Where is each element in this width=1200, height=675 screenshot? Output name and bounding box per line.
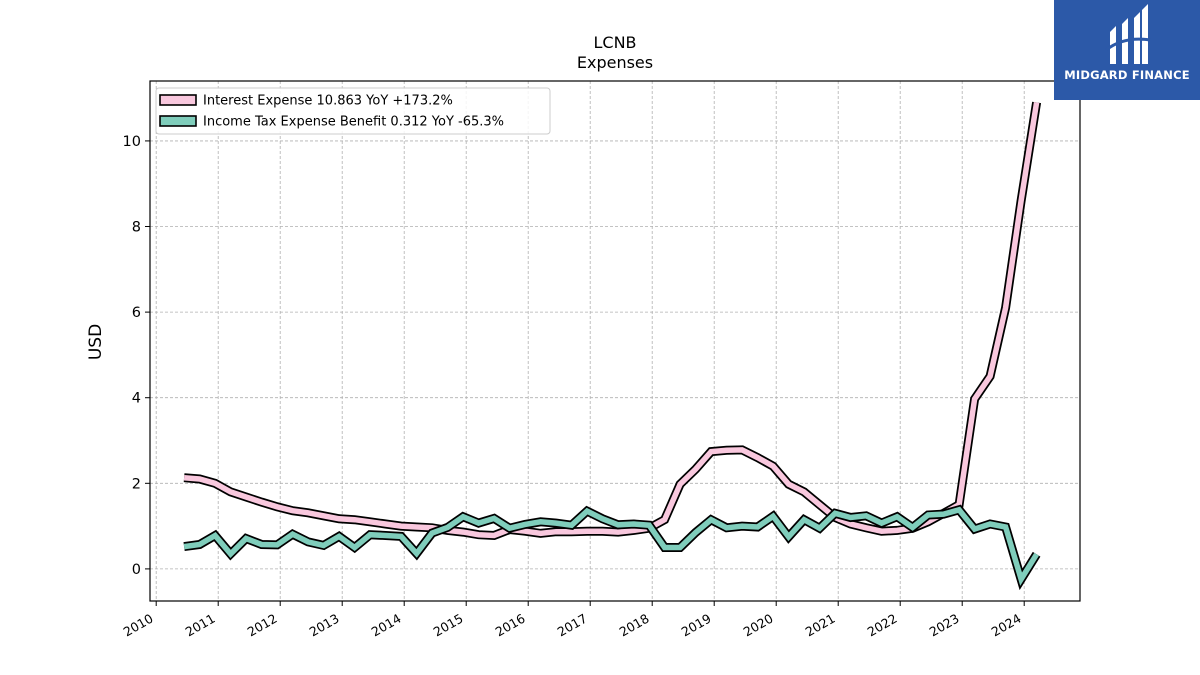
y-tick-label: 2 (132, 476, 141, 492)
x-tick-label: 2016 (493, 611, 528, 640)
grid-lines (150, 81, 1080, 601)
series-line-1 (183, 506, 1039, 586)
series-line-0 (183, 101, 1040, 539)
plot-series (183, 101, 1042, 591)
x-tick-label: 2019 (679, 611, 714, 640)
x-tick-label: 2022 (865, 611, 900, 640)
chart-legend: Interest Expense 10.863 YoY +173.2% Incom… (155, 87, 551, 135)
y-axis-label: USD (86, 324, 106, 360)
x-tick-label: 2012 (245, 611, 280, 640)
legend-swatch (159, 115, 197, 127)
x-tick-label: 2017 (555, 611, 590, 640)
x-tick-label: 2018 (617, 611, 652, 640)
legend-swatch (159, 94, 197, 106)
plot-frame (149, 80, 1081, 602)
midgard-logo-icon (1105, 4, 1151, 64)
series-outline-0 (183, 101, 1042, 541)
x-tick-label: 2024 (989, 611, 1024, 640)
x-tick-label: 2011 (183, 611, 218, 640)
x-axis: 2010 2011 2012 2013 2014 2015 2016 2017 2018 2019… (121, 601, 1025, 640)
brand-logo: MIDGARD FINANCE (1054, 0, 1200, 100)
legend-label: Interest Expense 10.863 YoY +173.2% (203, 94, 453, 109)
y-tick-label: 6 (132, 305, 141, 321)
x-tick-label: 2010 (121, 611, 156, 640)
y-tick-label: 4 (132, 391, 141, 407)
chart-subtitle: Expenses (577, 53, 653, 72)
chart-title: LCNB (593, 33, 636, 52)
y-tick-label: 8 (132, 220, 141, 236)
x-tick-label: 2015 (431, 611, 466, 640)
x-tick-label: 2021 (803, 611, 838, 640)
y-tick-label: 0 (132, 562, 141, 578)
x-tick-label: 2020 (741, 611, 776, 640)
x-tick-label: 2013 (307, 611, 342, 640)
x-tick-label: 2014 (369, 611, 404, 640)
x-tick-label: 2023 (927, 611, 962, 640)
legend-box (155, 87, 551, 135)
y-tick-label: 10 (123, 134, 141, 150)
y-axis: 0 2 4 6 8 10 (123, 134, 150, 578)
brand-name: MIDGARD FINANCE (1064, 68, 1190, 82)
legend-label: Income Tax Expense Benefit 0.312 YoY -65… (203, 115, 504, 130)
